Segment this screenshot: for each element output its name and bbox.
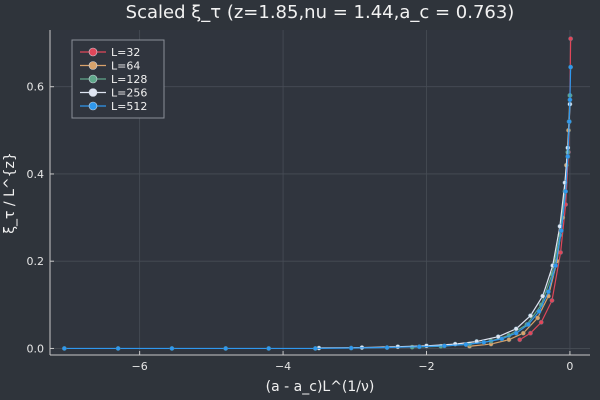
x-tick-label: −4 [275, 360, 291, 373]
x-axis-title: (a - a_c)L^(1/ν) [266, 379, 375, 395]
data-point [565, 154, 571, 159]
series-line [318, 104, 571, 349]
data-point [61, 346, 67, 351]
y-tick-label: 0.2 [27, 255, 45, 268]
y-tick-label: 0.4 [27, 168, 45, 181]
data-point [348, 345, 354, 351]
series-layer [61, 36, 574, 351]
data-point [506, 337, 512, 343]
data-point [568, 36, 574, 42]
data-point [536, 308, 542, 314]
data-point [384, 345, 390, 350]
y-tick-label: 0.6 [27, 81, 45, 94]
data-point [442, 343, 447, 349]
data-point [517, 337, 523, 343]
data-point [563, 189, 569, 194]
data-point [463, 342, 469, 347]
data-point [528, 330, 533, 336]
data-point [553, 263, 558, 268]
legend-marker [88, 74, 98, 84]
data-point [520, 330, 526, 336]
legend-label: L=512 [111, 100, 147, 113]
data-point [546, 289, 551, 295]
data-point [549, 298, 555, 303]
legend-marker [88, 101, 98, 111]
data-point [540, 293, 546, 299]
legend-label: L=128 [111, 73, 147, 86]
legend-label: L=256 [111, 87, 147, 100]
axes: −6 −4 −2 0 0.0 0.2 0.4 0.6 [27, 30, 590, 373]
data-point [568, 64, 574, 70]
data-point [169, 346, 175, 351]
legend-marker [88, 61, 98, 70]
y-axis-title: ξ_τ / L^{z} [2, 152, 18, 234]
data-point [513, 330, 519, 336]
data-point [416, 344, 422, 350]
series-line [64, 67, 572, 350]
x-tick-label: −2 [418, 360, 434, 373]
data-point [525, 322, 531, 327]
chart-title: Scaled ξ_τ (z=1.85,nu = 1.44,a_c = 0.763… [126, 2, 515, 23]
legend-marker [88, 88, 98, 97]
data-point [567, 97, 573, 103]
legend-label: L=32 [111, 46, 140, 59]
series-l-512 [61, 64, 574, 351]
data-point [558, 228, 564, 234]
data-point [312, 346, 318, 351]
legend-marker [88, 47, 98, 57]
data-point [481, 339, 487, 345]
legend-label: L=64 [111, 60, 140, 73]
data-point [495, 334, 501, 340]
data-point [535, 315, 541, 321]
data-point [558, 250, 563, 255]
data-point [566, 119, 572, 125]
data-point [223, 346, 229, 351]
data-point [499, 336, 505, 342]
x-tick-label: −6 [132, 360, 148, 373]
data-point [513, 326, 519, 332]
x-tick-label: 0 [566, 360, 573, 373]
data-point [538, 319, 544, 325]
data-point [528, 313, 533, 319]
data-point [266, 346, 272, 351]
y-tick-label: 0.0 [27, 342, 45, 355]
data-point [115, 346, 121, 351]
